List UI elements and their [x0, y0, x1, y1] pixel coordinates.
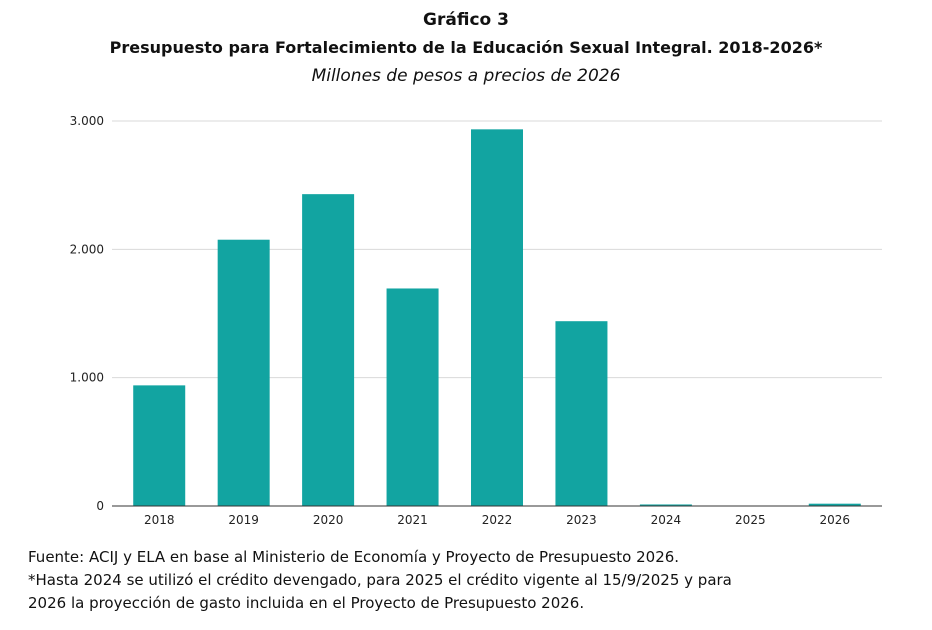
footnote-line-1: *Hasta 2024 se utilizó el crédito deveng… [28, 571, 732, 589]
footnote-line-2: 2026 la proyección de gasto incluida en … [28, 594, 585, 612]
footer: Fuente: ACIJ y ELA en base al Ministerio… [28, 546, 918, 615]
x-tick-label: 2025 [735, 513, 766, 527]
x-tick-label: 2019 [228, 513, 259, 527]
chart-title: Gráfico 3 [423, 10, 509, 30]
x-tick-label: 2022 [482, 513, 513, 527]
bar-2018 [133, 385, 186, 506]
bar-2026 [808, 503, 861, 506]
y-tick-label: 2.000 [70, 242, 104, 256]
x-tick-label: 2018 [144, 513, 175, 527]
axes: 0 1.000 2.000 3.000 2018 2019 2020 2021 2022 2023… [70, 114, 882, 527]
bar-2022 [471, 129, 523, 506]
bar-2019 [217, 239, 270, 507]
x-tick-label: 2026 [820, 513, 851, 527]
source-note: Fuente: ACIJ y ELA en base al Ministerio… [28, 548, 680, 566]
bar-2023 [555, 321, 608, 506]
x-tick-label: 2021 [397, 513, 428, 527]
bars [133, 129, 861, 507]
bar-chart: 0 1.000 2.000 3.000 2018 2019 2020 2021 2022 2023… [70, 114, 882, 527]
bar-2021 [386, 288, 439, 506]
bar-2024 [639, 504, 692, 506]
chart-units: Millones de pesos a precios de 2026 [311, 66, 621, 86]
x-tick-label: 2020 [313, 513, 344, 527]
chart-subtitle: Presupuesto para Fortalecimiento de la E… [109, 38, 823, 57]
y-tick-label: 3.000 [70, 114, 104, 128]
y-tick-label: 0 [96, 499, 104, 513]
x-tick-label: 2024 [651, 513, 682, 527]
y-tick-label: 1.000 [70, 371, 104, 385]
x-tick-label: 2023 [566, 513, 597, 527]
bar-2020 [302, 194, 355, 506]
